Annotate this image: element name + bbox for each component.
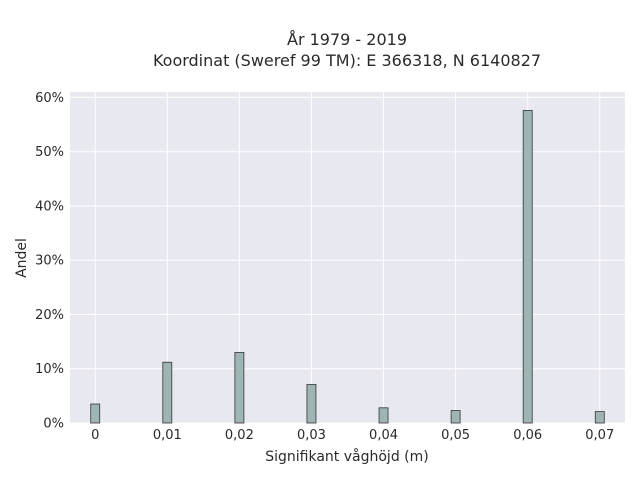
- x-tick-label-3: 0,03: [297, 428, 326, 443]
- bar-2: [234, 352, 245, 424]
- y-tick-label-6: 60%: [35, 91, 64, 106]
- x-tick-label-2: 0,02: [225, 428, 254, 443]
- bar-0: [90, 403, 101, 424]
- x-tick-label-7: 0,07: [585, 428, 614, 443]
- chart-title-line-2: Koordinat (Sweref 99 TM): E 366318, N 61…: [153, 51, 541, 70]
- x-tick-label-1: 0,01: [153, 428, 182, 443]
- x-tick-label-5: 0,05: [441, 428, 470, 443]
- chart-title-line-1: År 1979 - 2019: [287, 30, 407, 49]
- y-tick-label-1: 10%: [35, 362, 64, 377]
- bars: [90, 110, 605, 424]
- bar-4: [378, 407, 389, 424]
- x-tick-label-6: 0,06: [513, 428, 542, 443]
- y-tick-label-4: 40%: [35, 199, 64, 214]
- bar-3: [306, 384, 317, 424]
- y-tick-label-5: 50%: [35, 145, 64, 160]
- x-axis-label: Signifikant våghöjd (m): [265, 448, 428, 465]
- x-tick-label-4: 0,04: [369, 428, 398, 443]
- bar-7: [594, 411, 605, 424]
- x-axis-ticks: 0 0,01 0,02 0,03 0,04 0,05 0,06 0,07: [91, 428, 614, 443]
- y-tick-label-0: 0%: [43, 417, 64, 432]
- y-tick-label-2: 20%: [35, 308, 64, 323]
- bar-5: [450, 410, 461, 424]
- plot-area: [70, 92, 625, 423]
- y-tick-label-3: 30%: [35, 254, 64, 269]
- y-axis-ticks: 0% 10% 20% 30% 40% 50% 60%: [35, 91, 64, 432]
- bar-6: [522, 110, 533, 424]
- x-tick-label-0: 0: [91, 428, 99, 443]
- bar-1: [162, 361, 173, 424]
- y-axis-label: Andel: [14, 238, 30, 278]
